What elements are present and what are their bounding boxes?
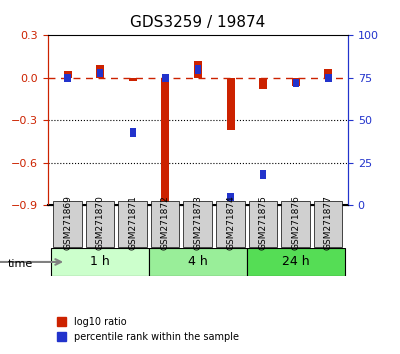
FancyBboxPatch shape [314, 201, 342, 247]
FancyBboxPatch shape [247, 248, 345, 276]
Bar [64, 71, 72, 78]
FancyBboxPatch shape [149, 248, 247, 276]
Bar [259, 78, 267, 89]
Bar [228, 193, 234, 201]
FancyBboxPatch shape [118, 201, 147, 247]
Bar [227, 78, 235, 130]
FancyBboxPatch shape [281, 201, 310, 247]
Text: GSM271875: GSM271875 [259, 195, 268, 250]
Bar [64, 74, 71, 82]
Text: GSM271876: GSM271876 [291, 195, 300, 250]
Bar [130, 128, 136, 137]
Bar [161, 78, 169, 202]
FancyBboxPatch shape [53, 201, 82, 247]
Text: GSM271877: GSM271877 [324, 195, 333, 250]
Text: 24 h: 24 h [282, 256, 310, 268]
Bar [325, 74, 332, 82]
Text: 1 h: 1 h [90, 256, 110, 268]
Title: GDS3259 / 19874: GDS3259 / 19874 [130, 15, 266, 30]
Text: GSM271874: GSM271874 [226, 195, 235, 250]
Bar [260, 171, 266, 179]
Bar [162, 74, 168, 82]
Bar [97, 69, 103, 77]
Text: time: time [8, 259, 33, 269]
FancyBboxPatch shape [183, 201, 212, 247]
Bar [195, 65, 201, 74]
Bar [96, 65, 104, 78]
Bar [292, 78, 300, 86]
Bar [129, 78, 137, 81]
Bar [324, 69, 332, 78]
FancyBboxPatch shape [151, 201, 180, 247]
Text: GSM271870: GSM271870 [96, 195, 105, 250]
Bar [293, 79, 299, 87]
Text: GSM271873: GSM271873 [194, 195, 202, 250]
Bar [194, 61, 202, 78]
FancyBboxPatch shape [86, 201, 114, 247]
FancyBboxPatch shape [248, 201, 277, 247]
Text: GSM271872: GSM271872 [161, 195, 170, 250]
Legend: log10 ratio, percentile rank within the sample: log10 ratio, percentile rank within the … [53, 313, 243, 346]
FancyBboxPatch shape [51, 248, 149, 276]
Text: GSM271871: GSM271871 [128, 195, 137, 250]
FancyBboxPatch shape [216, 201, 245, 247]
Text: GSM271869: GSM271869 [63, 195, 72, 250]
Text: 4 h: 4 h [188, 256, 208, 268]
